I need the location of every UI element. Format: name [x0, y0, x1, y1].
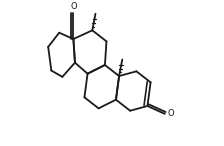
Text: O: O — [70, 2, 77, 11]
Text: O: O — [168, 109, 174, 118]
